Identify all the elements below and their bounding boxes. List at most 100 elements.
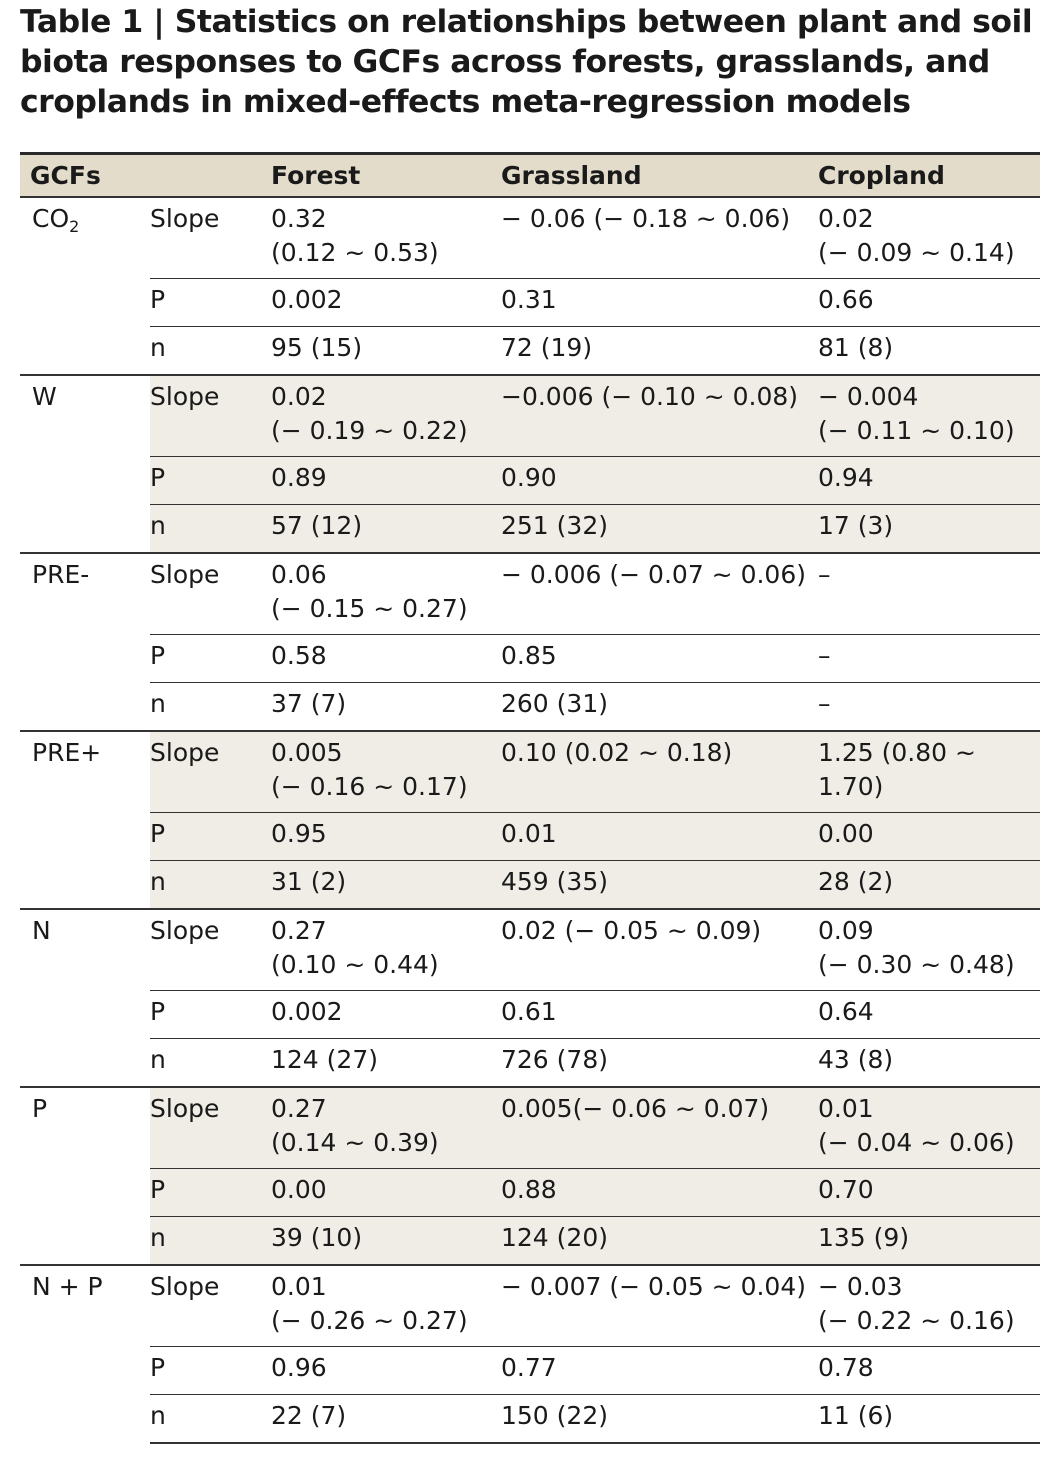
table-body: CO2 Slope 0.32 (0.12 ~ 0.53) − 0.06 (− 0.18 … (20, 195, 1040, 1444)
stat-cell: P (150, 456, 271, 505)
table-row: n 57 (12) 251 (32) 17 (3) (20, 504, 1040, 553)
table-row: n 22 (7) 150 (22) 11 (6) (20, 1394, 1040, 1444)
header-forest: Forest (271, 153, 501, 197)
table-row: P 0.002 0.31 0.66 (20, 278, 1040, 327)
stat-cell: n (150, 1216, 271, 1265)
table-row: N Slope 0.27 (0.10 ~ 0.44) 0.02 (− 0.05 ~ 0.… (20, 907, 1040, 1087)
cropland-cell: 0.01 (− 0.04 ~ 0.06) (818, 1085, 1040, 1169)
gcf-label-subscript: 2 (69, 216, 80, 236)
cropland-cell: 43 (8) (818, 1038, 1040, 1087)
grassland-cell: 251 (32) (501, 504, 818, 553)
table-row: CO2 Slope 0.32 (0.12 ~ 0.53) − 0.06 (− 0.18 … (20, 195, 1040, 375)
forest-cell: 0.02 (− 0.19 ~ 0.22) (271, 373, 501, 457)
stat-cell: n (150, 860, 271, 909)
cropland-cell: 81 (8) (818, 326, 1040, 375)
grassland-cell: 0.01 (501, 812, 818, 861)
stat-cell: Slope (150, 729, 271, 813)
stat-cell: n (150, 1038, 271, 1087)
grassland-cell: 0.90 (501, 456, 818, 505)
stat-cell: n (150, 1394, 271, 1444)
cropland-cell: – (818, 682, 1040, 731)
stat-cell: P (150, 812, 271, 861)
forest-cell: 0.01 (− 0.26 ~ 0.27) (271, 1263, 501, 1347)
stat-cell: Slope (150, 551, 271, 635)
table-row: P 0.96 0.77 0.78 (20, 1346, 1040, 1395)
cropland-cell: 0.02 (− 0.09 ~ 0.14) (818, 195, 1040, 279)
gcf-label: N (20, 907, 150, 1087)
grassland-cell: 0.85 (501, 634, 818, 683)
forest-cell: 0.89 (271, 456, 501, 505)
grassland-cell: 72 (19) (501, 326, 818, 375)
stat-cell: n (150, 326, 271, 375)
gcf-label: N + P (20, 1263, 150, 1443)
stat-cell: n (150, 504, 271, 553)
grassland-cell: 0.005(− 0.06 ~ 0.07) (501, 1085, 818, 1169)
cropland-cell: − 0.03 (− 0.22 ~ 0.16) (818, 1263, 1040, 1347)
grassland-cell: 0.02 (− 0.05 ~ 0.09) (501, 907, 818, 991)
table-row: P 0.00 0.88 0.70 (20, 1168, 1040, 1217)
grassland-cell: − 0.06 (− 0.18 ~ 0.06) (501, 195, 818, 279)
grassland-cell: −0.006 (− 0.10 ~ 0.08) (501, 373, 818, 457)
statistics-table: GCFs Forest Grassland Cropland CO2 Slope 0… (20, 152, 1040, 1444)
forest-cell: 31 (2) (271, 860, 501, 909)
forest-cell: 0.002 (271, 990, 501, 1039)
cropland-cell: 0.66 (818, 278, 1040, 327)
cropland-cell: 1.25 (0.80 ~ 1.70) (818, 729, 1040, 813)
table-row: n 37 (7) 260 (31) – (20, 682, 1040, 731)
stat-cell: P (150, 1346, 271, 1395)
forest-cell: 0.00 (271, 1168, 501, 1217)
table-row: P Slope 0.27 (0.14 ~ 0.39) 0.005(− 0.06 ~ 0.… (20, 1085, 1040, 1265)
forest-cell: 0.95 (271, 812, 501, 861)
gcf-label-text: PRE+ (32, 737, 102, 767)
cropland-cell: 11 (6) (818, 1394, 1040, 1444)
gcf-label: W (20, 373, 150, 553)
table-row: n 95 (15) 72 (19) 81 (8) (20, 326, 1040, 375)
header-stat (150, 153, 271, 197)
forest-cell: 39 (10) (271, 1216, 501, 1265)
header-grassland: Grassland (501, 153, 818, 197)
table-row: P 0.89 0.90 0.94 (20, 456, 1040, 505)
gcf-label-text: W (32, 381, 57, 411)
table-row: n 31 (2) 459 (35) 28 (2) (20, 860, 1040, 909)
header-cropland: Cropland (818, 153, 1040, 197)
gcf-label-text: N + P (32, 1271, 103, 1301)
stat-cell: Slope (150, 1263, 271, 1347)
gcf-label-text: P (32, 1093, 48, 1123)
stat-cell: P (150, 278, 271, 327)
gcf-label: PRE- (20, 551, 150, 731)
forest-cell: 0.27 (0.10 ~ 0.44) (271, 907, 501, 991)
stat-cell: Slope (150, 373, 271, 457)
forest-cell: 0.002 (271, 278, 501, 327)
cropland-cell: 28 (2) (818, 860, 1040, 909)
stat-cell: P (150, 634, 271, 683)
grassland-cell: − 0.007 (− 0.05 ~ 0.04) (501, 1263, 818, 1347)
cropland-cell: 0.09 (− 0.30 ~ 0.48) (818, 907, 1040, 991)
gcf-label: CO2 (20, 195, 150, 375)
gcf-label: P (20, 1085, 150, 1265)
forest-cell: 22 (7) (271, 1394, 501, 1444)
table-row: P 0.95 0.01 0.00 (20, 812, 1040, 861)
cropland-cell: 0.78 (818, 1346, 1040, 1395)
forest-cell: 95 (15) (271, 326, 501, 375)
table-row: n 124 (27) 726 (78) 43 (8) (20, 1038, 1040, 1087)
forest-cell: 37 (7) (271, 682, 501, 731)
cropland-cell: – (818, 634, 1040, 683)
stat-cell: Slope (150, 907, 271, 991)
gcf-label-text: PRE- (32, 559, 90, 589)
grassland-cell: 150 (22) (501, 1394, 818, 1444)
header-gcfs: GCFs (20, 153, 150, 197)
grassland-cell: 0.31 (501, 278, 818, 327)
forest-cell: 0.32 (0.12 ~ 0.53) (271, 195, 501, 279)
cropland-cell: 17 (3) (818, 504, 1040, 553)
gcf-label-text: CO (32, 203, 70, 233)
stat-cell: Slope (150, 1085, 271, 1169)
forest-cell: 0.96 (271, 1346, 501, 1395)
stat-cell: Slope (150, 195, 271, 279)
cropland-cell: 0.00 (818, 812, 1040, 861)
table-row: N + P Slope 0.01 (− 0.26 ~ 0.27) − 0.007 (− … (20, 1263, 1040, 1443)
cropland-cell: − 0.004 (− 0.11 ~ 0.10) (818, 373, 1040, 457)
cropland-cell: 0.64 (818, 990, 1040, 1039)
table-row: P 0.58 0.85– (20, 634, 1040, 683)
grassland-cell: 0.10 (0.02 ~ 0.18) (501, 729, 818, 813)
gcf-label-text: N (32, 915, 51, 945)
